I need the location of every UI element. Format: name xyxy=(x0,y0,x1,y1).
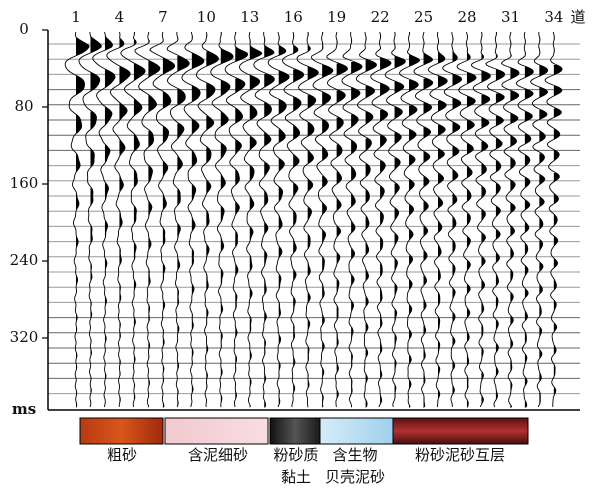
trace-fill xyxy=(235,32,247,401)
legend-label: 黏土 xyxy=(281,468,311,486)
trace-fill xyxy=(510,32,519,408)
swatch xyxy=(320,418,393,444)
trace xyxy=(254,32,274,407)
trace-fill xyxy=(452,37,461,396)
trace xyxy=(531,32,548,407)
y-tick-label: 160 xyxy=(10,174,39,192)
trace xyxy=(502,32,520,407)
x-tick-label: 19 xyxy=(327,8,346,26)
legend-label: 含生物 xyxy=(332,446,377,464)
x-unit: 道 xyxy=(570,8,585,26)
y-tick-label: 0 xyxy=(19,20,29,38)
trace-fill xyxy=(525,32,533,408)
legend-swatches xyxy=(80,418,528,444)
trace xyxy=(486,32,505,407)
trace xyxy=(311,32,333,407)
x-tick-label: 22 xyxy=(371,8,390,26)
seismic-traces xyxy=(65,32,562,408)
trace xyxy=(545,32,562,407)
trace xyxy=(516,32,533,407)
trace xyxy=(414,32,433,407)
trace xyxy=(121,32,145,407)
x-tick-label: 16 xyxy=(284,8,303,26)
legend-label: 贝壳泥砂 xyxy=(325,468,385,486)
swatch xyxy=(270,418,320,444)
trace-fill xyxy=(221,32,233,408)
x-tick-label: 31 xyxy=(501,8,520,26)
legend-label: 含泥细砂 xyxy=(188,446,248,464)
trace xyxy=(150,32,175,407)
trace xyxy=(93,32,115,407)
trace-fill xyxy=(308,32,319,408)
x-tick-label: 34 xyxy=(544,8,563,26)
trace-fill xyxy=(322,32,333,408)
x-tick-label: 7 xyxy=(158,8,168,26)
trace xyxy=(107,32,130,407)
trace xyxy=(167,32,189,407)
trace xyxy=(443,32,462,407)
trace xyxy=(428,32,447,407)
y-tick-label: 320 xyxy=(10,328,39,346)
y-tick-label: 80 xyxy=(14,97,33,115)
trace xyxy=(327,32,348,407)
swatch xyxy=(80,418,163,444)
x-tick-label: 28 xyxy=(458,8,477,26)
trace-fill xyxy=(163,40,175,409)
legend-label: 粉砂泥砂互层 xyxy=(415,446,505,464)
seismic-figure: 道 ms 1 4 7 10 13 16 19 22 25 28 31 34 0 80 160 240 320 粗砂… xyxy=(0,0,596,490)
swatch xyxy=(165,418,268,444)
trace-fill xyxy=(192,35,204,404)
trace xyxy=(283,32,304,407)
swatch xyxy=(393,418,528,444)
trace-fill xyxy=(105,35,115,406)
y-tick-label: 240 xyxy=(10,251,39,269)
legend-label: 粉砂质 xyxy=(273,446,318,464)
x-tick-label: 13 xyxy=(240,8,259,26)
x-tick-label: 10 xyxy=(197,8,216,26)
trace-fill xyxy=(90,37,101,406)
trace xyxy=(268,32,289,407)
trace xyxy=(471,32,490,407)
legend-label: 粗砂 xyxy=(107,446,137,464)
page: 道 ms 1 4 7 10 13 16 19 22 25 28 31 34 0 80 160 240 320 粗砂… xyxy=(0,0,596,490)
x-tick-label: 1 xyxy=(71,8,81,26)
trace xyxy=(135,32,160,407)
x-tick-label: 4 xyxy=(115,8,125,26)
y-unit: ms xyxy=(12,400,36,418)
x-tick-label: 25 xyxy=(414,8,433,26)
